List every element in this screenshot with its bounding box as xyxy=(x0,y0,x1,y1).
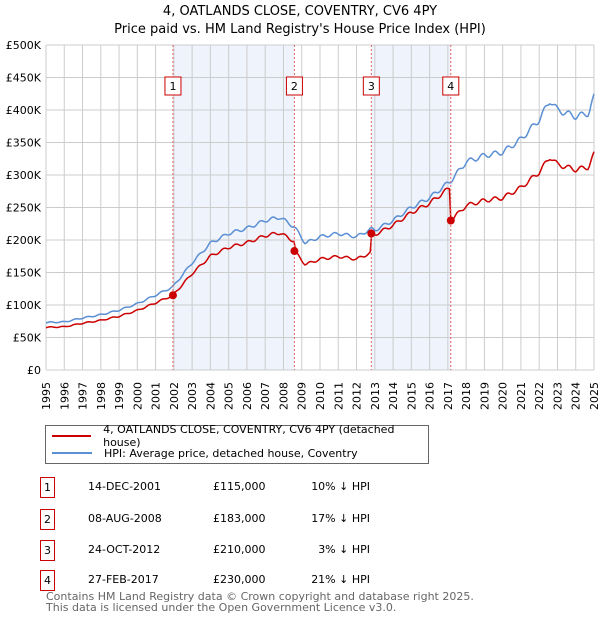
y-tick-label: £500K xyxy=(6,39,42,52)
y-tick-label: £450K xyxy=(6,72,42,85)
x-tick-label: 2020 xyxy=(497,382,510,410)
x-tick-label: 2012 xyxy=(351,382,364,410)
x-tick-label: 1997 xyxy=(77,382,90,410)
y-tick-label: £250K xyxy=(6,202,42,215)
sale-label-1: 1 xyxy=(169,80,176,93)
y-tick-label: £0 xyxy=(27,364,41,377)
x-tick-label: 2011 xyxy=(332,382,345,410)
footer-licence: This data is licensed under the Open Gov… xyxy=(46,601,397,614)
footer-copyright: Contains HM Land Registry data © Crown c… xyxy=(46,590,474,603)
x-tick-label: 2005 xyxy=(223,382,236,410)
sale-price: £230,000 xyxy=(213,573,266,586)
x-tick-label: 2007 xyxy=(259,382,272,410)
hpi-line xyxy=(45,93,595,324)
x-tick-label: 2017 xyxy=(442,382,455,410)
x-tick-label: 2013 xyxy=(369,382,382,410)
sale-label-box-3 xyxy=(362,76,380,96)
x-tick-label: 2006 xyxy=(241,382,254,410)
x-tick-label: 2021 xyxy=(515,382,528,410)
x-tick-label: 2016 xyxy=(424,382,437,410)
x-tick-label: 2010 xyxy=(314,382,327,410)
sale-label-2: 2 xyxy=(291,80,298,93)
x-tick-label: 1999 xyxy=(113,382,126,410)
sale-hpi-diff: 3% ↓ HPI xyxy=(318,543,370,556)
y-tick-label: £300K xyxy=(6,169,42,182)
y-tick-label: £150K xyxy=(6,267,42,280)
hpi-legend-label: HPI: Average price, detached house, Cove… xyxy=(104,446,358,460)
x-tick-label: 2008 xyxy=(277,382,290,410)
x-tick-label: 2004 xyxy=(204,382,217,410)
price-paid-line xyxy=(45,151,595,329)
sale-price: £210,000 xyxy=(213,543,266,556)
plot-area: 1995 1996 1997 1998 1999 2000 2001 2002 2003 2004… xyxy=(6,39,600,410)
sale-date: 08-AUG-2008 xyxy=(88,512,162,525)
x-tick-label: 1998 xyxy=(95,382,108,410)
chart-title: 4, OATLANDS CLOSE, COVENTRY, CV6 4PY xyxy=(162,4,438,19)
x-tick-label: 2014 xyxy=(387,382,400,410)
sale-hpi-diff: 21% ↓ HPI xyxy=(311,573,370,586)
x-tick-label: 2023 xyxy=(551,382,564,410)
hpi-legend-swatch xyxy=(52,452,92,454)
x-tick-label: 2018 xyxy=(460,382,473,410)
x-tick-label: 2022 xyxy=(533,382,546,410)
sale-point-1 xyxy=(168,291,177,300)
x-tick-label: 2002 xyxy=(168,382,181,410)
sale-point-4 xyxy=(446,216,455,225)
legend: 4, OATLANDS CLOSE, COVENTRY, CV6 4PY (de… xyxy=(45,423,429,464)
sale-number: 3 xyxy=(40,540,55,561)
x-tick-label: 2025 xyxy=(588,382,600,410)
y-tick-label: £200K xyxy=(6,234,42,247)
x-tick-label: 2003 xyxy=(186,382,199,410)
x-tick-label: 2001 xyxy=(150,382,163,410)
sale-label-box-1 xyxy=(164,76,182,96)
x-tick-label: 2000 xyxy=(131,382,144,410)
y-tick-label: £350K xyxy=(6,137,42,150)
sale-date: 14-DEC-2001 xyxy=(88,480,162,493)
x-tick-label: 1996 xyxy=(58,382,71,410)
sale-label-4: 4 xyxy=(447,80,454,93)
x-tick-label: 2015 xyxy=(405,382,418,410)
price-legend-swatch xyxy=(52,435,92,437)
sale-number: 4 xyxy=(40,570,55,591)
sale-number: 1 xyxy=(40,477,55,498)
x-tick-label: 2009 xyxy=(296,382,309,410)
sale-label-3: 3 xyxy=(368,80,375,93)
sale-date: 27-FEB-2017 xyxy=(88,573,159,586)
x-tick-label: 1995 xyxy=(40,382,53,410)
sale-date: 24-OCT-2012 xyxy=(88,543,161,556)
price-legend-label: 4, OATLANDS CLOSE, COVENTRY, CV6 4PY (de… xyxy=(103,423,395,449)
sale-point-2 xyxy=(290,247,299,256)
x-tick-label: 2024 xyxy=(570,382,583,410)
y-tick-label: £400K xyxy=(6,104,42,117)
sale-hpi-diff: 17% ↓ HPI xyxy=(311,512,370,525)
sale-label-box-4 xyxy=(442,76,460,96)
sale-number: 2 xyxy=(40,509,55,530)
y-tick-label: £50K xyxy=(13,332,42,345)
sale-label-box-2 xyxy=(285,76,303,96)
sale-price: £115,000 xyxy=(213,480,266,493)
sale-point-3 xyxy=(367,229,376,238)
sale-price: £183,000 xyxy=(213,512,266,525)
y-tick-label: £100K xyxy=(6,299,42,312)
sale-hpi-diff: 10% ↓ HPI xyxy=(311,480,370,493)
chart-subtitle: Price paid vs. HM Land Registry's House … xyxy=(114,22,486,37)
x-tick-label: 2019 xyxy=(478,382,491,410)
